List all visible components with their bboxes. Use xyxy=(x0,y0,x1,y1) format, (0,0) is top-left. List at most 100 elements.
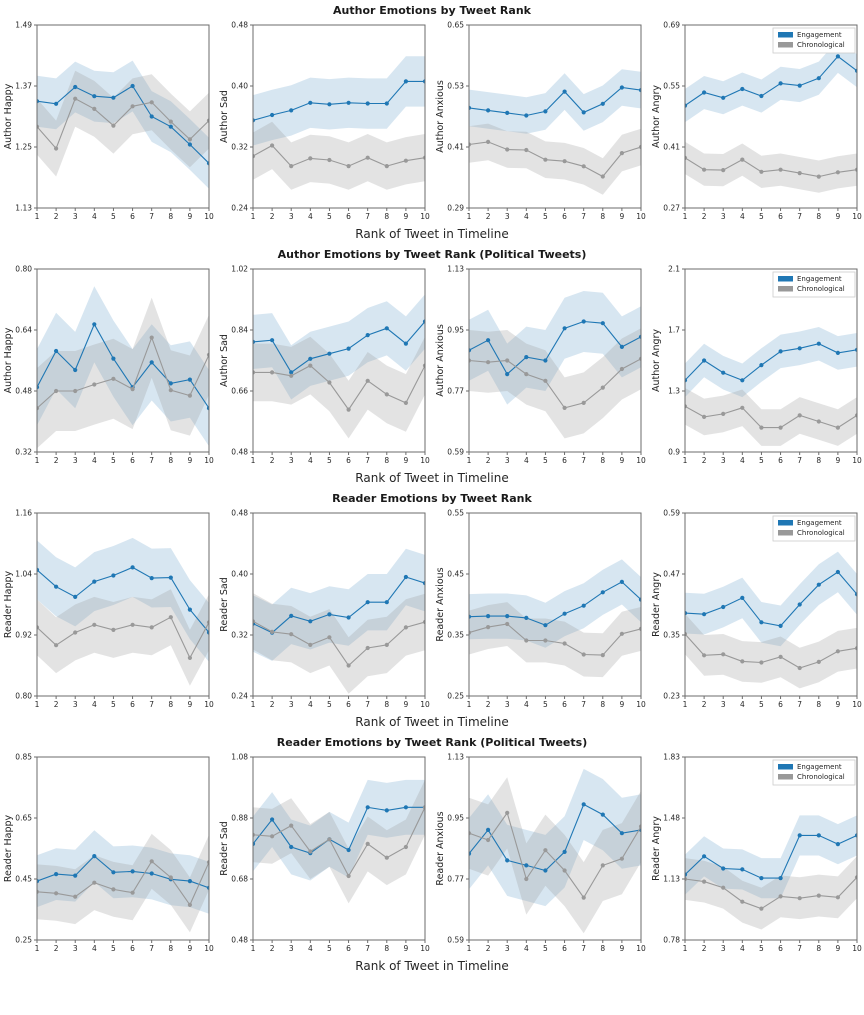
row-author-emotions-political: Author Emotions by Tweet Rank (Political… xyxy=(0,246,864,490)
subplot-reader-anxious-political: 0.59 0.77 0.95 1.13 1 2 3 4 5 6 7 8 9 10 Reader Anxiou… xyxy=(432,752,648,958)
svg-text:0.84: 0.84 xyxy=(231,325,248,334)
svg-text:8: 8 xyxy=(816,456,821,465)
svg-text:7: 7 xyxy=(149,212,154,221)
svg-text:3: 3 xyxy=(73,456,78,465)
subplot-reader-angry: 0.23 0.35 0.47 0.59 1 2 3 4 5 6 7 8 9 10 Reader Angry E… xyxy=(648,508,864,714)
svg-text:6: 6 xyxy=(130,456,135,465)
chart-canvas-reader-sad: 0.24 0.32 0.40 0.48 1 2 3 4 5 6 7 8 9 10 Reader Sad xyxy=(219,508,430,709)
svg-text:0.69: 0.69 xyxy=(663,20,680,29)
svg-text:7: 7 xyxy=(797,944,802,953)
chart-canvas-reader-anxious-political: 0.59 0.77 0.95 1.13 1 2 3 4 5 6 7 8 9 10 Reader Anxiou… xyxy=(435,752,646,953)
svg-text:10: 10 xyxy=(636,700,646,709)
chart-canvas-reader-angry-political: 0.78 1.13 1.48 1.83 1 2 3 4 5 6 7 8 9 10 Reader Angry E… xyxy=(651,752,862,953)
svg-text:6: 6 xyxy=(130,700,135,709)
subplot-reader-sad: 0.24 0.32 0.40 0.48 1 2 3 4 5 6 7 8 9 10 Reader Sad xyxy=(216,508,432,714)
row-author-emotions: Author Emotions by Tweet Rank 1.13 1.25 1.… xyxy=(0,2,864,246)
svg-text:6: 6 xyxy=(778,456,783,465)
svg-text:0.24: 0.24 xyxy=(231,203,248,212)
chart-canvas-author-sad-political: 0.48 0.66 0.84 1.02 1 2 3 4 5 6 7 8 9 10 Author Sad xyxy=(219,264,430,465)
chart-canvas-author-sad: 0.24 0.32 0.40 0.48 1 2 3 4 5 6 7 8 9 10 Author Sad xyxy=(219,20,430,221)
svg-text:Reader Angry: Reader Angry xyxy=(651,572,662,637)
svg-text:4: 4 xyxy=(92,700,97,709)
svg-text:3: 3 xyxy=(289,212,294,221)
svg-text:1.48: 1.48 xyxy=(663,813,680,822)
svg-text:1.13: 1.13 xyxy=(15,203,32,212)
svg-text:5: 5 xyxy=(327,212,332,221)
svg-text:Reader Sad: Reader Sad xyxy=(219,821,230,876)
svg-text:8: 8 xyxy=(600,700,605,709)
svg-text:1: 1 xyxy=(467,212,472,221)
svg-text:6: 6 xyxy=(562,212,567,221)
svg-text:0.35: 0.35 xyxy=(447,630,464,639)
svg-text:7: 7 xyxy=(365,212,370,221)
chart-canvas-author-happy-political: 0.32 0.48 0.64 0.80 1 2 3 4 5 6 7 8 9 10 Author Happy xyxy=(3,264,214,465)
svg-text:0.80: 0.80 xyxy=(15,691,32,700)
svg-text:10: 10 xyxy=(636,456,646,465)
svg-text:0.24: 0.24 xyxy=(231,691,248,700)
svg-text:4: 4 xyxy=(524,700,529,709)
svg-text:2: 2 xyxy=(54,212,59,221)
subplot-author-anxious: 0.29 0.41 0.53 0.65 1 2 3 4 5 6 7 8 9 10 Author Anxiou… xyxy=(432,20,648,226)
svg-text:Author Angry: Author Angry xyxy=(651,85,662,148)
svg-text:Author Sad: Author Sad xyxy=(219,90,230,143)
svg-text:3: 3 xyxy=(289,456,294,465)
svg-text:1.83: 1.83 xyxy=(663,752,680,761)
svg-text:Engagement: Engagement xyxy=(797,519,842,527)
svg-text:Engagement: Engagement xyxy=(797,763,842,771)
svg-text:9: 9 xyxy=(619,944,624,953)
chart-canvas-author-angry: 0.27 0.41 0.55 0.69 1 2 3 4 5 6 7 8 9 10 Author Angry E… xyxy=(651,20,862,221)
svg-text:5: 5 xyxy=(543,212,548,221)
svg-text:8: 8 xyxy=(816,700,821,709)
svg-text:0.48: 0.48 xyxy=(231,20,248,29)
subplot-author-anxious-political: 0.59 0.77 0.95 1.13 1 2 3 4 5 6 7 8 9 10 Author Anxiou… xyxy=(432,264,648,470)
svg-text:0.32: 0.32 xyxy=(15,447,32,456)
svg-text:0.35: 0.35 xyxy=(663,630,680,639)
chart-canvas-author-anxious: 0.29 0.41 0.53 0.65 1 2 3 4 5 6 7 8 9 10 Author Anxiou… xyxy=(435,20,646,221)
svg-text:3: 3 xyxy=(505,212,510,221)
svg-text:6: 6 xyxy=(562,456,567,465)
svg-text:10: 10 xyxy=(204,212,214,221)
svg-text:0.95: 0.95 xyxy=(447,325,464,334)
svg-text:0.40: 0.40 xyxy=(231,81,248,90)
svg-text:7: 7 xyxy=(365,456,370,465)
svg-text:8: 8 xyxy=(600,212,605,221)
chart-canvas-reader-anxious: 0.25 0.35 0.45 0.55 1 2 3 4 5 6 7 8 9 10 Reader Anxiou… xyxy=(435,508,646,709)
svg-text:2: 2 xyxy=(702,944,707,953)
chart-canvas-author-happy: 1.13 1.25 1.37 1.49 1 2 3 4 5 6 7 8 9 10 Author Happy xyxy=(3,20,214,221)
svg-text:9: 9 xyxy=(403,700,408,709)
svg-text:1.37: 1.37 xyxy=(15,81,32,90)
subplot-author-angry: 0.27 0.41 0.55 0.69 1 2 3 4 5 6 7 8 9 10 Author Angry E… xyxy=(648,20,864,226)
svg-text:0.65: 0.65 xyxy=(447,20,464,29)
svg-text:2: 2 xyxy=(486,212,491,221)
svg-text:5: 5 xyxy=(327,700,332,709)
svg-text:6: 6 xyxy=(346,456,351,465)
chart-canvas-reader-happy: 0.80 0.92 1.04 1.16 1 2 3 4 5 6 7 8 9 10 Reader Happy xyxy=(3,508,214,709)
svg-text:Author Anxious: Author Anxious xyxy=(435,324,446,397)
svg-text:0.41: 0.41 xyxy=(447,142,464,151)
svg-text:7: 7 xyxy=(365,700,370,709)
svg-text:0.23: 0.23 xyxy=(663,691,680,700)
svg-text:3: 3 xyxy=(721,700,726,709)
row-title-author-political: Author Emotions by Tweet Rank (Political… xyxy=(277,248,587,261)
svg-text:Author Anxious: Author Anxious xyxy=(435,80,446,153)
svg-text:9: 9 xyxy=(619,700,624,709)
subplot-reader-sad-political: 0.48 0.68 0.88 1.08 1 2 3 4 5 6 7 8 9 10 Reader Sad xyxy=(216,752,432,958)
svg-text:2: 2 xyxy=(486,700,491,709)
row-reader-emotions: Reader Emotions by Tweet Rank 0.80 0.92 1.… xyxy=(0,490,864,734)
svg-text:8: 8 xyxy=(384,456,389,465)
svg-text:0.29: 0.29 xyxy=(447,203,464,212)
subplot-author-angry-political: 0.9 1.3 1.7 2.1 1 2 3 4 5 6 7 8 9 10 Author Angry Engag… xyxy=(648,264,864,470)
svg-text:5: 5 xyxy=(759,700,764,709)
svg-text:Reader Sad: Reader Sad xyxy=(219,577,230,632)
svg-text:7: 7 xyxy=(365,944,370,953)
svg-text:1.7: 1.7 xyxy=(668,325,680,334)
svg-text:9: 9 xyxy=(187,700,192,709)
svg-text:0.53: 0.53 xyxy=(447,81,464,90)
svg-text:5: 5 xyxy=(543,944,548,953)
svg-text:Chronological: Chronological xyxy=(797,285,845,293)
svg-text:Reader Anxious: Reader Anxious xyxy=(435,567,446,641)
svg-text:0.65: 0.65 xyxy=(15,813,32,822)
svg-text:6: 6 xyxy=(562,700,567,709)
svg-text:10: 10 xyxy=(636,212,646,221)
svg-text:5: 5 xyxy=(111,456,116,465)
